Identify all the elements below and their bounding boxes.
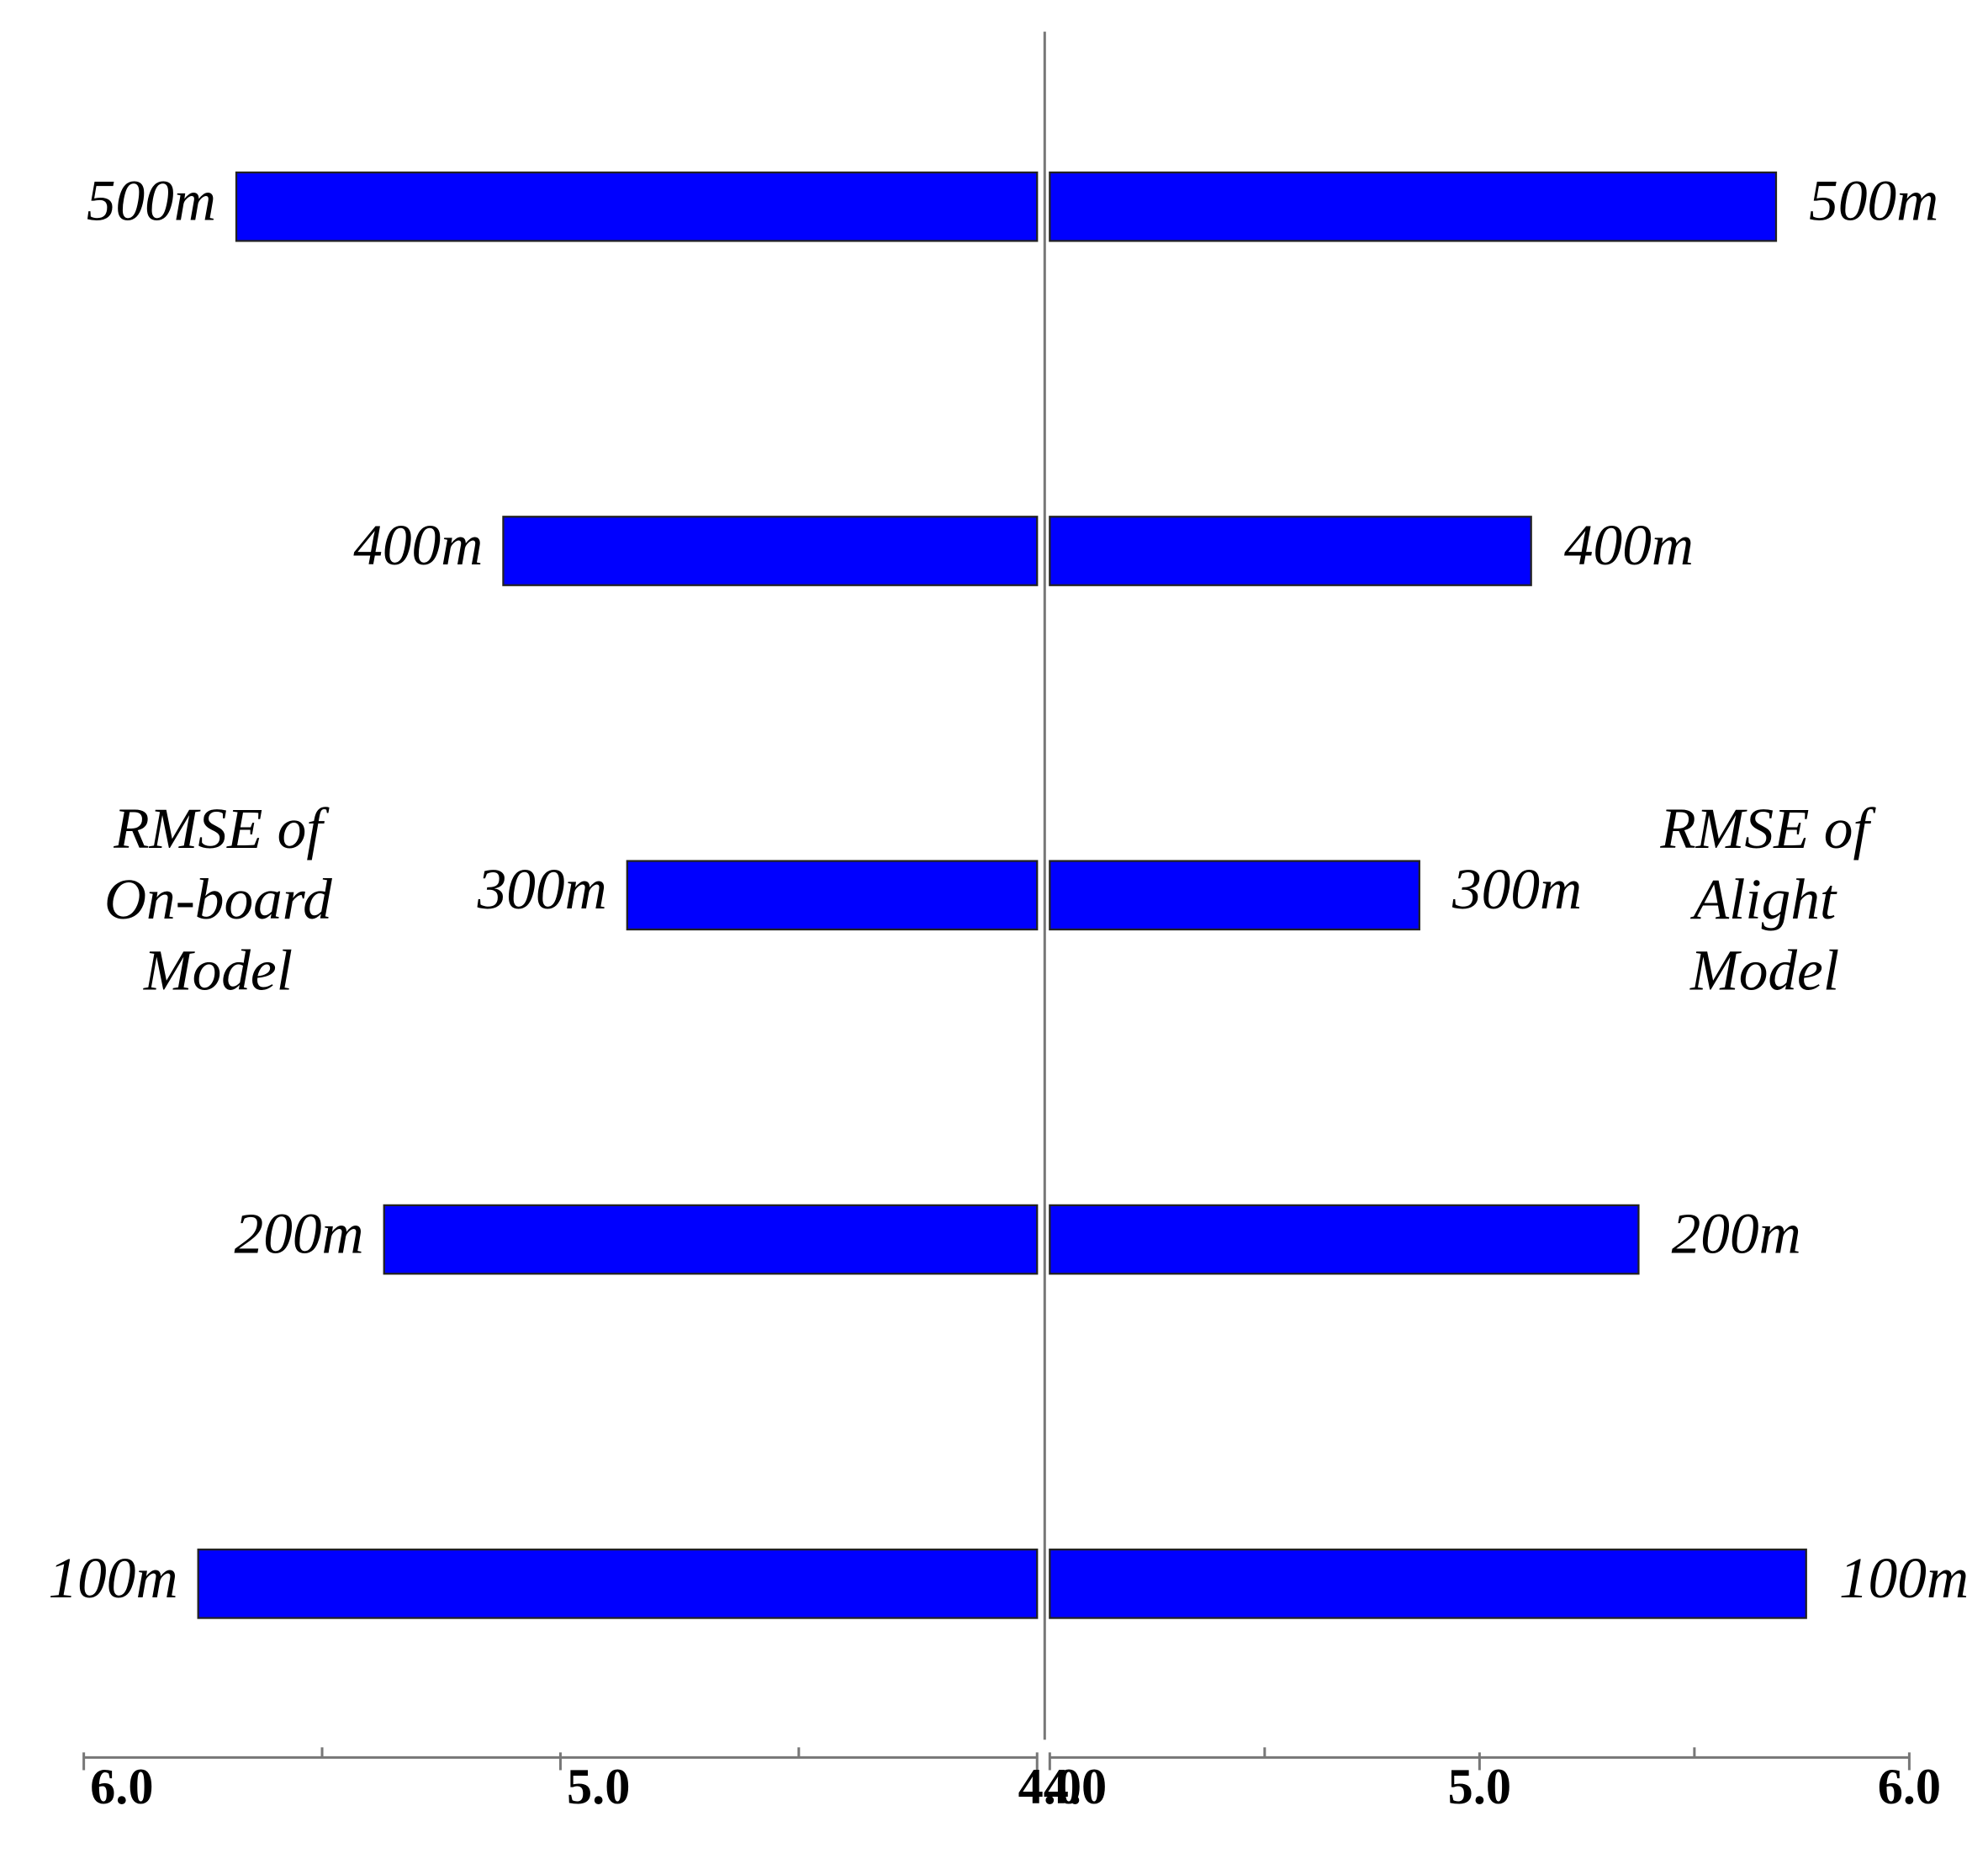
category-label: 200m [235, 1200, 364, 1265]
x-tick-label: 4.0 [1018, 1759, 1081, 1815]
bar [1049, 171, 1778, 242]
bar [502, 516, 1039, 586]
category-label: 400m [1564, 512, 1694, 577]
bar [1049, 516, 1532, 586]
bar [626, 860, 1039, 931]
x-tick-label: 6.0 [90, 1759, 153, 1815]
x-tick-label: 5.0 [567, 1759, 630, 1815]
bar [1049, 860, 1420, 931]
bar [383, 1204, 1039, 1275]
x-tick-label: 5.0 [1448, 1759, 1511, 1815]
category-label: 400m [353, 512, 483, 577]
axis-label: Alight [1690, 866, 1837, 931]
bar [1049, 1549, 1807, 1619]
category-label: 100m [1839, 1545, 1969, 1610]
axis-label: Model [1689, 938, 1839, 1003]
axis-label: RMSE of [113, 796, 330, 861]
bar [1049, 1204, 1640, 1275]
axis-label: Model [143, 938, 293, 1003]
x-tick-label: 4.0 [1044, 1759, 1107, 1815]
category-label: 100m [48, 1545, 177, 1610]
category-label: 200m [1672, 1200, 1801, 1265]
x-tick-label: 6.0 [1878, 1759, 1941, 1815]
bar [197, 1549, 1039, 1619]
axis-label: On-board [104, 866, 332, 931]
category-label: 300m [477, 856, 607, 921]
category-label: 300m [1451, 856, 1582, 921]
bar [235, 171, 1039, 242]
category-label: 500m [1809, 168, 1938, 233]
category-label: 500m [87, 168, 216, 233]
axis-label: RMSE of [1659, 796, 1876, 861]
